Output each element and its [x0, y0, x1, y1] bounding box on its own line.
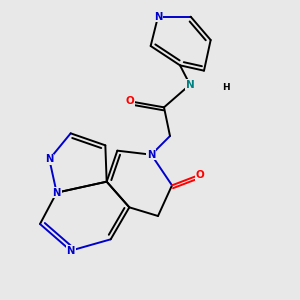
Text: N: N	[147, 150, 155, 160]
Text: N: N	[186, 80, 194, 90]
Text: N: N	[52, 188, 61, 198]
Text: O: O	[196, 170, 204, 180]
Text: N: N	[45, 154, 53, 164]
Text: N: N	[154, 12, 162, 22]
Text: N: N	[67, 246, 75, 256]
Text: H: H	[222, 83, 230, 92]
Text: O: O	[126, 96, 134, 106]
